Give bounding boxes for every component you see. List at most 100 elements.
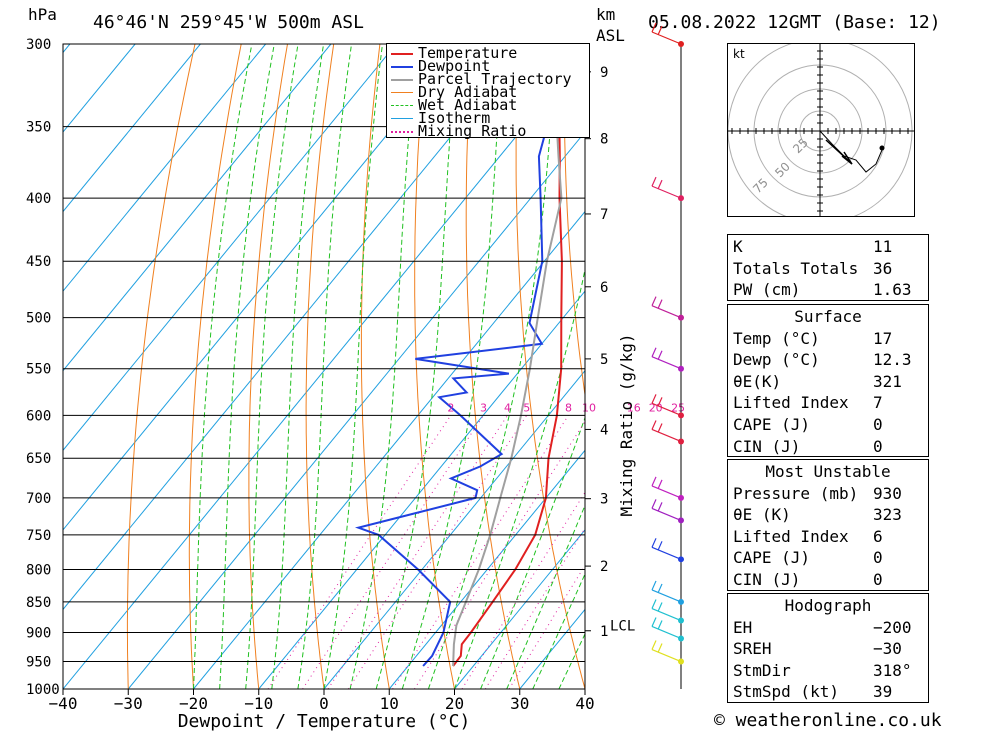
surface-row: θE(K) 321 xyxy=(728,370,928,392)
mixing-ratio-label: 10 xyxy=(582,401,596,414)
indices-panel: K 11 Totals Totals 36 PW (cm) 1.63 xyxy=(727,234,929,301)
pressure-tick-label: 950 xyxy=(26,655,51,671)
legend-item-dry-adiabat: Dry Adiabat xyxy=(387,83,587,101)
legend-swatch xyxy=(391,118,413,119)
wind-barb xyxy=(651,394,682,416)
isotherm-line xyxy=(388,449,585,689)
hpa-unit-label: hPa xyxy=(28,5,57,24)
isotherm-line xyxy=(127,131,585,689)
pressure-tick-label: 400 xyxy=(26,191,51,207)
hodo-row: StmDir 318° xyxy=(728,659,928,681)
dry-adiabat-line xyxy=(563,44,585,398)
pressure-tick-label: 500 xyxy=(26,311,51,327)
mixing-ratio-label: 20 xyxy=(649,401,663,414)
pressure-tick-label: 800 xyxy=(26,562,51,578)
legend-item-parcel: Parcel Trajectory xyxy=(387,70,587,88)
surface-key: Temp (°C) xyxy=(733,328,820,348)
km-tick-label: 9 xyxy=(600,65,608,81)
wet-adiabat-line xyxy=(193,44,253,689)
wind-barb xyxy=(651,617,682,640)
surface-value: 321 xyxy=(873,371,902,391)
legend-label: Dry Adiabat xyxy=(418,83,518,101)
mixing-ratio-label: 8 xyxy=(565,401,572,414)
surface-value: 0 xyxy=(873,414,883,434)
hodo-value: 39 xyxy=(873,682,893,702)
hodograph-ring-label: 25 xyxy=(790,135,811,156)
mu-value: 0 xyxy=(873,569,883,589)
surface-key: Dewp (°C) xyxy=(733,350,820,370)
legend-swatch xyxy=(391,105,413,106)
isotherm-line xyxy=(63,44,397,452)
legend-item-isotherm: Isotherm xyxy=(387,109,587,127)
wind-barb xyxy=(651,176,682,199)
mu-key: CIN (J) xyxy=(733,569,801,589)
asl-unit-label: ASL xyxy=(596,26,625,45)
surface-value: 0 xyxy=(873,436,883,456)
hodo-key: StmSpd (kt) xyxy=(733,682,839,702)
chart-legend: Temperature Dewpoint Parcel Trajectory D… xyxy=(386,43,590,140)
legend-swatch xyxy=(391,53,413,55)
km-tick-label: 1 xyxy=(600,624,608,640)
isotherm-line xyxy=(258,290,585,689)
legend-label: Mixing Ratio xyxy=(418,122,527,140)
mu-row: θE (K) 323 xyxy=(728,503,928,525)
lcl-label: LCL xyxy=(610,618,635,634)
index-value: 11 xyxy=(873,237,893,256)
surface-key: θE(K) xyxy=(733,371,782,391)
wet-adiabat-line xyxy=(271,44,325,689)
dry-adiabat-line xyxy=(465,44,521,689)
hodograph-ring-label: 75 xyxy=(750,175,771,196)
isotherm-line xyxy=(454,529,585,689)
mu-row: Lifted Index 6 xyxy=(728,525,928,547)
isotherm-line xyxy=(63,44,201,213)
wind-barb xyxy=(651,420,682,443)
mixing-ratio-label: 3 xyxy=(480,401,487,414)
isotherm-line xyxy=(63,44,332,372)
wind-barb xyxy=(651,599,682,622)
index-row-totals: Totals Totals 36 xyxy=(728,257,928,279)
legend-label: Wet Adiabat xyxy=(418,96,518,114)
isotherm-line xyxy=(63,44,267,292)
km-tick-label: 3 xyxy=(600,492,608,508)
x-tick-label: 40 xyxy=(575,694,594,713)
x-tick-label: 10 xyxy=(380,694,399,713)
mu-value: 0 xyxy=(873,548,883,568)
km-tick-label: 7 xyxy=(600,207,608,223)
x-tick-label: 30 xyxy=(510,694,529,713)
isotherm-line xyxy=(63,51,585,689)
legend-swatch xyxy=(391,66,413,68)
km-tick-label: 6 xyxy=(600,280,608,296)
dry-adiabat-line xyxy=(248,44,288,689)
surface-value: 7 xyxy=(873,393,883,413)
mixing-ratio-label: 2 xyxy=(447,401,454,414)
mixing-ratio-label: 16 xyxy=(627,401,641,414)
mixing-ratio-line xyxy=(302,415,484,689)
surface-row: Temp (°C) 17 xyxy=(728,327,928,349)
x-tick-label: −40 xyxy=(49,694,78,713)
wind-barb xyxy=(651,22,682,45)
surface-title: Surface xyxy=(728,305,928,327)
pressure-tick-label: 600 xyxy=(26,408,51,424)
pressure-tick-label: 300 xyxy=(26,37,51,53)
isotherm-line xyxy=(323,369,585,689)
km-tick-label: 4 xyxy=(600,422,608,438)
x-tick-label: −20 xyxy=(179,694,208,713)
mu-key: θE (K) xyxy=(733,505,791,525)
wet-adiabat-line xyxy=(506,503,585,689)
mu-row: CIN (J) 0 xyxy=(728,568,928,590)
index-row-pw: PW (cm) 1.63 xyxy=(728,278,928,300)
storm-motion-arrow xyxy=(825,139,853,165)
hodo-key: EH xyxy=(733,617,753,637)
wet-adiabat-line xyxy=(323,44,383,689)
wind-barb xyxy=(651,538,682,560)
wind-barb xyxy=(651,580,682,603)
dry-adiabat-line xyxy=(657,44,720,689)
mu-key: Lifted Index xyxy=(733,526,849,546)
legend-label: Isotherm xyxy=(418,109,491,127)
hodo-row: StmSpd (kt) 39 xyxy=(728,680,928,702)
wet-adiabat-line xyxy=(219,44,275,689)
hodograph-table-title: Hodograph xyxy=(728,594,928,616)
legend-item-dewpoint: Dewpoint xyxy=(387,57,587,75)
isotherm-line xyxy=(0,44,5,689)
